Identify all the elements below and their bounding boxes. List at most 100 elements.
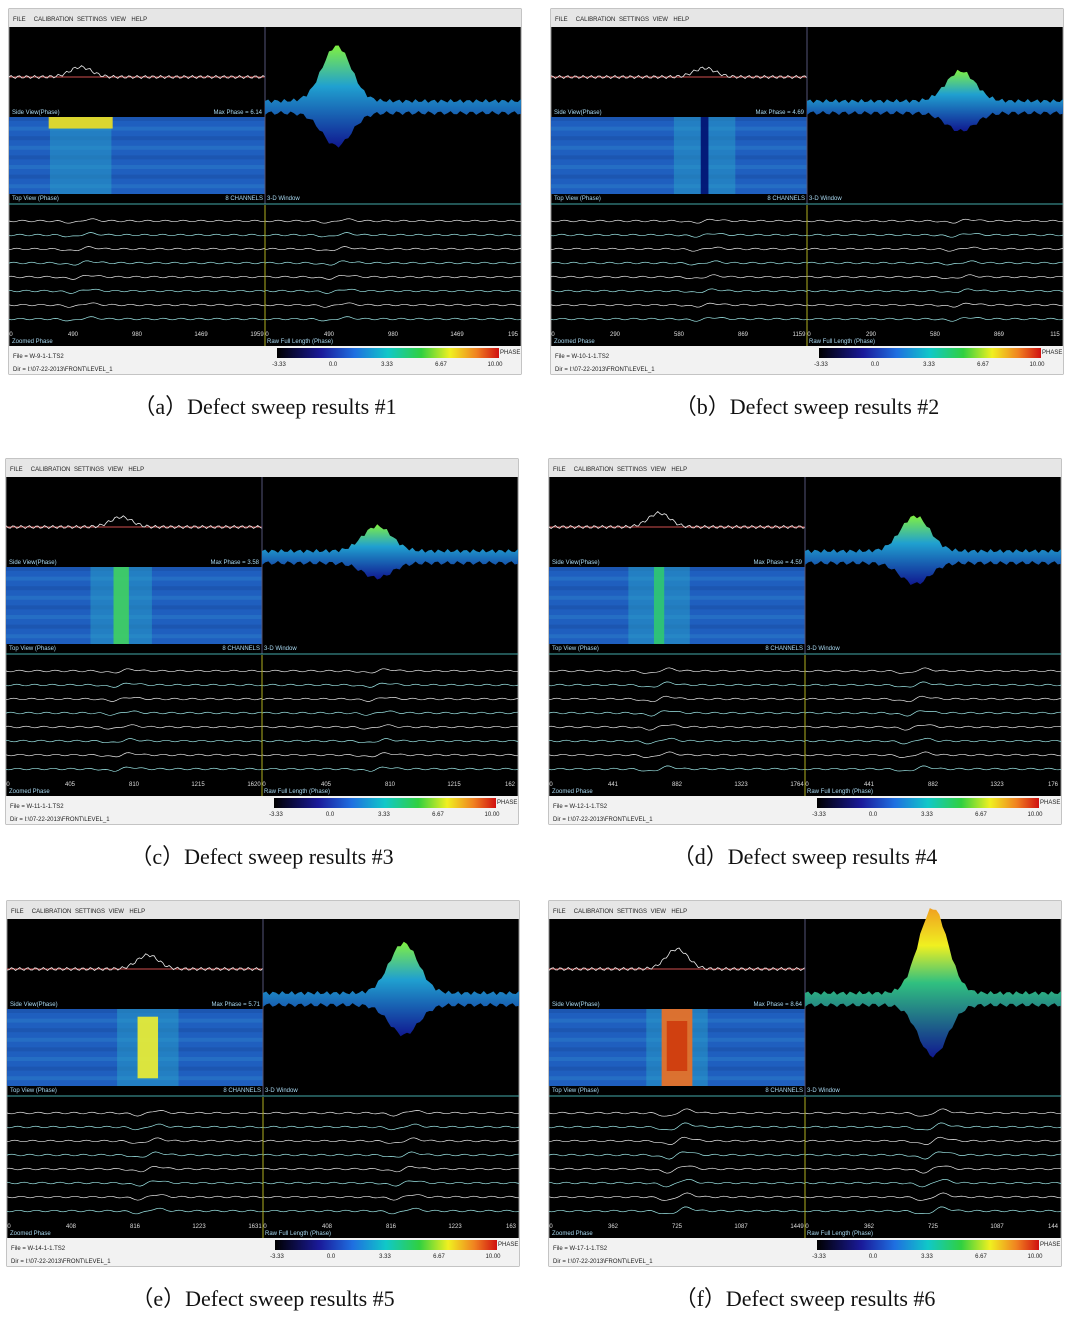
channel-trace bbox=[806, 274, 1064, 279]
menu-item[interactable]: FILE bbox=[11, 909, 24, 915]
colorbar-label: PHASE bbox=[1040, 1242, 1060, 1248]
channel-trace bbox=[8, 288, 266, 294]
menu-item[interactable]: VIEW bbox=[109, 909, 125, 915]
menu-item[interactable]: FILE bbox=[555, 17, 568, 23]
axis-tick-label: 980 bbox=[388, 332, 399, 338]
axis-tick-label: 0 bbox=[805, 1224, 809, 1230]
menu-item[interactable]: SETTINGS bbox=[77, 17, 107, 23]
channel-trace bbox=[5, 724, 263, 730]
directory: Dir = I:\07-22-2013\FRONT\LEVEL_1 bbox=[13, 367, 113, 373]
channel-trace bbox=[804, 1206, 1062, 1215]
menu-item[interactable]: HELP bbox=[673, 17, 689, 23]
axis-tick-label: 405 bbox=[65, 782, 76, 788]
max-phase: Max Phase = 5.71 bbox=[211, 1002, 260, 1008]
channel-trace bbox=[806, 233, 1064, 238]
heatmap-hotspot bbox=[700, 117, 709, 194]
channel-trace bbox=[804, 681, 1062, 688]
axis-tick-label: 0 bbox=[262, 782, 266, 788]
menu-item[interactable]: CALIBRATION bbox=[31, 467, 71, 473]
axis-tick-label: 810 bbox=[129, 782, 140, 788]
channel-trace bbox=[8, 260, 266, 266]
file-name: File = W-12-1-1.TS2 bbox=[553, 804, 608, 810]
menu-item[interactable]: VIEW bbox=[108, 467, 124, 473]
menu-item[interactable]: FILE bbox=[553, 467, 566, 473]
menu-item[interactable]: VIEW bbox=[111, 17, 127, 23]
heatmap-row bbox=[9, 126, 265, 131]
channel-trace bbox=[548, 765, 806, 772]
axis-tick-label: 408 bbox=[66, 1224, 77, 1230]
menu-item[interactable]: HELP bbox=[671, 909, 687, 915]
side-view-trace bbox=[548, 947, 806, 972]
menu-item[interactable]: SETTINGS bbox=[75, 909, 105, 915]
menu-item[interactable]: SETTINGS bbox=[74, 467, 104, 473]
channel-trace bbox=[8, 232, 266, 238]
channel-trace bbox=[5, 738, 263, 744]
menu-item[interactable]: CALIBRATION bbox=[576, 17, 616, 23]
menu-item[interactable]: CALIBRATION bbox=[34, 17, 74, 23]
caption: （a）Defect sweep results #1 bbox=[133, 394, 396, 419]
menu-item[interactable]: CALIBRATION bbox=[574, 467, 614, 473]
channel-trace bbox=[6, 1207, 264, 1215]
top-view-label: Top View (Phase) bbox=[10, 1088, 57, 1094]
max-phase: Max Phase = 6.14 bbox=[213, 110, 262, 116]
full-label: Raw Full Length (Phase) bbox=[809, 339, 875, 345]
menu-item[interactable]: CALIBRATION bbox=[574, 909, 614, 915]
axis-tick-label: 1631 bbox=[248, 1224, 262, 1230]
heatmap-row bbox=[9, 165, 265, 169]
max-phase: Max Phase = 8.64 bbox=[753, 1002, 802, 1008]
channel-trace bbox=[6, 1110, 263, 1117]
menu-item[interactable]: SETTINGS bbox=[617, 909, 647, 915]
channel-trace bbox=[550, 218, 807, 224]
channel-trace bbox=[550, 317, 808, 322]
channel-trace bbox=[806, 317, 1064, 322]
menu-item[interactable]: VIEW bbox=[651, 909, 667, 915]
channel-trace bbox=[806, 288, 1064, 294]
axis-tick-label: 362 bbox=[608, 1224, 619, 1230]
top-view-label: Top View (Phase) bbox=[552, 1088, 599, 1094]
axis-tick-label: 1323 bbox=[990, 782, 1004, 788]
menu-item[interactable]: HELP bbox=[129, 909, 145, 915]
menu-item[interactable]: HELP bbox=[128, 467, 144, 473]
side-view-trace bbox=[550, 66, 808, 80]
channel-trace bbox=[262, 1123, 520, 1131]
full-label: Raw Full Length (Phase) bbox=[807, 789, 873, 795]
max-phase: Max Phase = 3.58 bbox=[210, 560, 259, 566]
colorbar-tick-label: 3.33 bbox=[923, 362, 935, 368]
side-view-label: Side View(Phase) bbox=[9, 560, 57, 566]
zoomed-label: Zoomed Phase bbox=[552, 1231, 593, 1237]
channel-trace bbox=[264, 316, 522, 322]
menu-item[interactable]: CALIBRATION bbox=[32, 909, 72, 915]
menu-item[interactable]: HELP bbox=[671, 467, 687, 473]
screenshot-panel: FILE CALIBRATION SETTINGS VIEW HELP Side View… bbox=[5, 458, 519, 825]
axis-tick-label: 405 bbox=[321, 782, 332, 788]
menu-item[interactable]: HELP bbox=[131, 17, 147, 23]
channel-trace bbox=[8, 302, 266, 308]
axis-tick-label: 580 bbox=[930, 332, 941, 338]
colorbar-tick-label: 3.33 bbox=[381, 362, 393, 368]
channel-trace bbox=[548, 1108, 805, 1117]
axis-tick-label: 1469 bbox=[194, 332, 208, 338]
channel-trace bbox=[804, 765, 1062, 772]
channel-trace bbox=[550, 260, 808, 266]
channel-trace bbox=[261, 682, 519, 688]
colorbar-tick-label: 0.0 bbox=[329, 362, 338, 368]
channel-trace bbox=[6, 1151, 264, 1158]
menu-item[interactable]: FILE bbox=[13, 17, 26, 23]
side-view-trace bbox=[5, 515, 263, 530]
caption: （b）Defect sweep results #2 bbox=[675, 394, 940, 419]
channel-trace bbox=[804, 1192, 1062, 1201]
menu-item[interactable]: VIEW bbox=[651, 467, 667, 473]
colorbar-tick-label: 3.33 bbox=[921, 1254, 933, 1260]
menu-item[interactable]: FILE bbox=[553, 909, 566, 915]
channel-trace bbox=[261, 710, 519, 716]
colorbar bbox=[275, 1240, 497, 1250]
menu-item[interactable]: VIEW bbox=[653, 17, 669, 23]
menu-item[interactable]: SETTINGS bbox=[619, 17, 649, 23]
menu-item[interactable]: SETTINGS bbox=[617, 467, 647, 473]
channel-trace bbox=[550, 302, 808, 308]
side-view-trace bbox=[6, 953, 264, 972]
colorbar-tick-label: 3.33 bbox=[379, 1254, 391, 1260]
menu-item[interactable]: FILE bbox=[10, 467, 23, 473]
channel-trace bbox=[804, 710, 1062, 717]
axis-tick-label: 290 bbox=[866, 332, 877, 338]
